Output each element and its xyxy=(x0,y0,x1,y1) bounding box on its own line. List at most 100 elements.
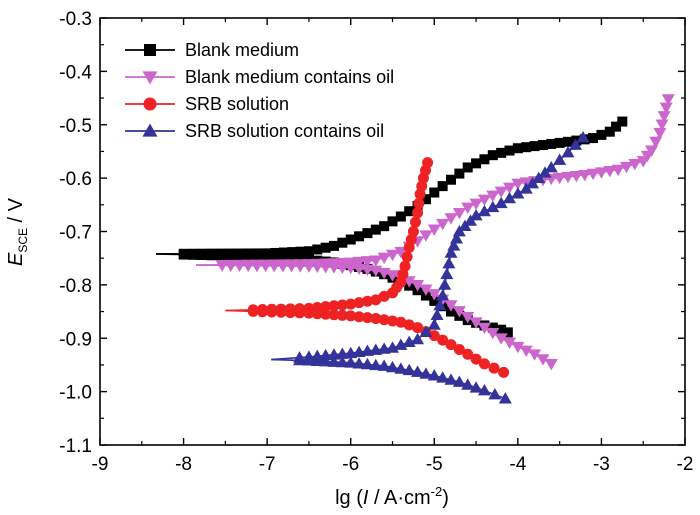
data-point xyxy=(250,260,264,273)
data-point xyxy=(588,133,599,144)
data-point xyxy=(412,322,424,334)
y-tick-label: -0.8 xyxy=(59,276,92,297)
data-point xyxy=(628,159,642,171)
data-point xyxy=(487,150,498,161)
data-point xyxy=(215,250,226,261)
data-point xyxy=(278,252,289,263)
data-point xyxy=(661,94,675,106)
data-point xyxy=(310,354,324,366)
axis-ticks: -9 -8 -7 -6 -5 -4 -3 -2 -1.1 -1.0 -0.9 -0.8 -0.7 -0.6… xyxy=(59,9,693,475)
data-point xyxy=(352,256,366,269)
data-point xyxy=(142,71,158,85)
data-point xyxy=(224,260,238,272)
data-point xyxy=(494,186,508,198)
data-point xyxy=(386,341,399,353)
data-point xyxy=(594,167,608,179)
legend-label: SRB solution contains oil xyxy=(185,121,384,141)
data-point xyxy=(259,260,273,273)
data-point xyxy=(394,362,408,374)
data-point xyxy=(345,310,357,322)
data-point xyxy=(430,308,444,320)
data-point xyxy=(469,381,483,393)
legend-label: Blank medium contains oil xyxy=(185,67,394,87)
data-point xyxy=(411,332,425,345)
data-point xyxy=(369,255,383,267)
data-point xyxy=(370,294,382,306)
data-point xyxy=(402,363,416,376)
data-point xyxy=(444,300,458,312)
data-point xyxy=(429,295,440,306)
data-point xyxy=(453,343,465,355)
data-point xyxy=(429,187,440,198)
data-point xyxy=(310,261,324,274)
data-point xyxy=(252,251,263,262)
data-point xyxy=(419,325,433,337)
y-tick-label: -0.5 xyxy=(59,116,92,137)
data-point xyxy=(471,158,482,169)
data-point xyxy=(427,224,441,236)
data-point xyxy=(469,317,483,329)
data-point xyxy=(477,322,491,335)
data-point xyxy=(284,307,296,319)
data-point xyxy=(603,166,617,178)
data-point xyxy=(436,218,450,231)
data-point xyxy=(328,309,340,321)
data-point xyxy=(337,237,348,248)
x-tick-label: -3 xyxy=(593,454,610,475)
data-point xyxy=(378,290,390,302)
data-point xyxy=(503,337,516,350)
data-point xyxy=(494,196,508,209)
data-point xyxy=(387,216,398,227)
x-tick-label: -7 xyxy=(259,454,276,475)
data-point xyxy=(447,239,461,251)
data-point xyxy=(411,365,425,377)
data-point xyxy=(503,191,516,204)
data-point xyxy=(360,256,374,268)
data-point xyxy=(436,289,450,301)
data-point xyxy=(257,306,268,318)
y-tick-label: -0.6 xyxy=(59,169,92,190)
series-1 xyxy=(196,94,675,371)
data-point xyxy=(353,297,365,309)
data-point xyxy=(653,127,667,140)
data-point xyxy=(494,333,508,345)
data-point xyxy=(462,162,473,173)
data-point xyxy=(420,194,431,205)
data-point xyxy=(452,207,466,220)
data-point xyxy=(427,369,441,381)
data-point xyxy=(370,313,382,325)
data-point xyxy=(529,141,540,152)
data-point xyxy=(270,252,281,263)
data-point xyxy=(295,254,306,265)
data-point xyxy=(504,145,515,156)
data-point xyxy=(353,311,365,323)
data-point xyxy=(444,213,458,225)
data-point xyxy=(444,373,458,385)
data-point xyxy=(401,251,413,263)
data-point xyxy=(469,208,483,221)
data-point xyxy=(419,230,433,242)
data-point xyxy=(262,251,273,262)
data-point xyxy=(320,308,332,320)
data-point xyxy=(502,327,513,338)
data-point xyxy=(511,187,525,199)
data-point xyxy=(511,341,525,354)
x-tick-label: -6 xyxy=(342,454,359,475)
data-point xyxy=(215,260,229,272)
data-point xyxy=(319,261,333,274)
data-point xyxy=(487,322,498,333)
data-point xyxy=(361,312,373,324)
data-point xyxy=(411,280,425,292)
data-point xyxy=(320,301,332,313)
data-point xyxy=(336,299,348,311)
x-tick-label: -2 xyxy=(677,454,694,475)
data-point xyxy=(327,355,341,367)
data-point xyxy=(354,231,365,242)
data-point xyxy=(537,140,548,151)
data-point xyxy=(657,111,671,123)
legend-item: Blank medium contains oil xyxy=(125,67,394,87)
data-point xyxy=(360,357,374,370)
data-point xyxy=(266,306,278,318)
series-2 xyxy=(225,157,510,378)
